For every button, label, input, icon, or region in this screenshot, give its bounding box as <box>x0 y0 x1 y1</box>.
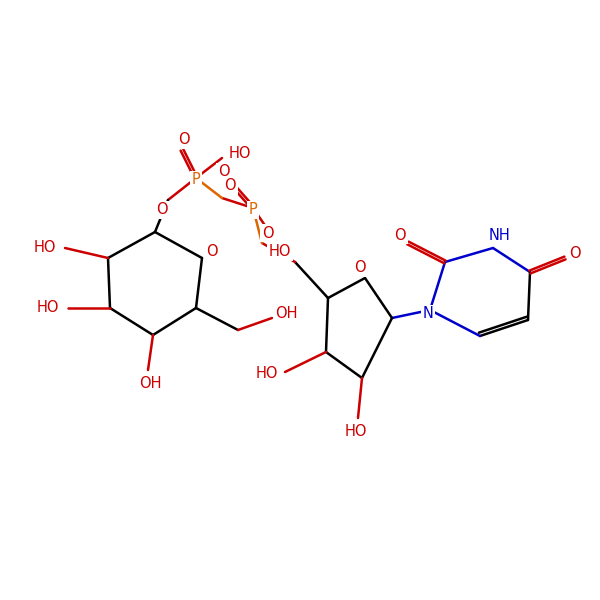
Text: O: O <box>569 247 581 262</box>
Text: HO: HO <box>229 146 251 161</box>
Text: OH: OH <box>275 307 297 322</box>
Text: HO: HO <box>37 301 59 316</box>
Text: HO: HO <box>345 425 367 439</box>
Text: HO: HO <box>269 245 291 259</box>
Text: O: O <box>262 226 274 241</box>
Text: O: O <box>206 245 218 259</box>
Text: N: N <box>422 307 433 322</box>
Text: O: O <box>394 227 406 242</box>
Text: NH: NH <box>488 229 510 244</box>
Text: HO: HO <box>34 241 56 256</box>
Text: P: P <box>191 173 200 187</box>
Text: O: O <box>156 202 168 217</box>
Text: P: P <box>248 202 257 217</box>
Text: O: O <box>218 164 230 179</box>
Text: OH: OH <box>139 377 161 391</box>
Text: HO: HO <box>256 367 278 382</box>
Text: O: O <box>354 260 366 275</box>
Text: O: O <box>178 133 190 148</box>
Text: O: O <box>224 179 236 193</box>
